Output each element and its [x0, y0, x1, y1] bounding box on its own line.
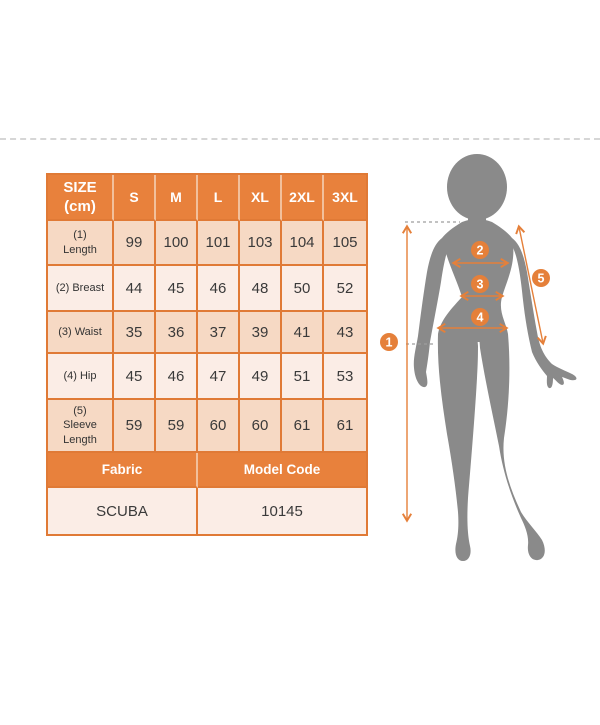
length-value-2xl: 104	[282, 221, 324, 266]
marker-3-badge: 3	[471, 275, 489, 293]
breast-value-m: 45	[156, 266, 198, 312]
measurement-figure: 1 2 3 4 5	[375, 140, 600, 575]
silhouette-right-arm	[512, 238, 577, 389]
silhouette-head	[447, 154, 507, 220]
waist-value-2xl: 41	[282, 312, 324, 354]
size-cm-header-cell: SIZE (cm)	[48, 175, 114, 221]
breast-value-3xl: 52	[324, 266, 366, 312]
sleeve-value-2xl: 61	[282, 400, 324, 453]
size-label-line1: SIZE	[63, 178, 97, 196]
silhouette-right-leg	[479, 334, 545, 561]
col-header-xl: XL	[240, 175, 282, 221]
sleeve-value-xl: 60	[240, 400, 282, 453]
row-label-waist: (3) Waist	[48, 312, 114, 354]
table-row-hip: (4) Hip 45 46 47 49 51 53	[48, 354, 366, 400]
model-code-header-cell: Model Code	[198, 453, 366, 488]
col-header-s: S	[114, 175, 156, 221]
sleeve-value-m: 59	[156, 400, 198, 453]
row-label-line: (2) Breast	[55, 281, 105, 294]
row-label-line: (1)	[73, 229, 87, 242]
silhouette-left-leg	[437, 334, 478, 561]
table-footer-value-row: SCUBA 10145	[48, 488, 366, 534]
row-label-length: (1) Length	[48, 221, 114, 266]
row-label-line: Length	[63, 243, 97, 256]
marker-3-number: 3	[477, 278, 484, 292]
size-label-line2: (cm)	[64, 198, 96, 215]
measurement-badges: 1 2 3 4 5	[380, 241, 550, 351]
table-row-sleeve-length: (5) Sleeve Length 59 59 60 60 61 61	[48, 400, 366, 453]
col-header-2xl: 2XL	[282, 175, 324, 221]
size-chart-table: SIZE (cm) S M L XL 2XL 3XL (1) Length 99…	[46, 173, 368, 536]
length-value-xl: 103	[240, 221, 282, 266]
row-label-hip: (4) Hip	[48, 354, 114, 400]
row-label-line: Length	[63, 433, 97, 446]
marker-5-badge: 5	[532, 269, 550, 287]
measurement-arrows	[401, 224, 547, 523]
sleeve-value-3xl: 61	[324, 400, 366, 453]
fabric-value-cell: SCUBA	[48, 488, 198, 534]
row-label-line: Sleeve	[63, 419, 97, 432]
table-header-row: SIZE (cm) S M L XL 2XL 3XL	[48, 175, 366, 221]
length-value-s: 99	[114, 221, 156, 266]
waist-value-l: 37	[198, 312, 240, 354]
hip-value-s: 45	[114, 354, 156, 400]
page-divider-dashed-line	[0, 138, 600, 140]
row-label-line: (5)	[73, 405, 87, 418]
marker-4-badge: 4	[471, 308, 489, 326]
row-label-breast: (2) Breast	[48, 266, 114, 312]
marker-1-badge: 1	[380, 333, 398, 351]
hip-value-2xl: 51	[282, 354, 324, 400]
measurement-figure-svg: 1 2 3 4 5	[380, 154, 577, 561]
length-value-l: 101	[198, 221, 240, 266]
woman-silhouette	[413, 154, 577, 561]
row-label-line: (4) Hip	[63, 369, 97, 382]
table-footer-header-row: Fabric Model Code	[48, 453, 366, 488]
waist-value-m: 36	[156, 312, 198, 354]
hip-value-3xl: 53	[324, 354, 366, 400]
marker-5-number: 5	[538, 272, 545, 286]
marker-1-number: 1	[386, 336, 393, 350]
length-value-m: 100	[156, 221, 198, 266]
model-code-value-cell: 10145	[198, 488, 366, 534]
sleeve-value-l: 60	[198, 400, 240, 453]
marker-4-number: 4	[477, 311, 484, 325]
breast-value-2xl: 50	[282, 266, 324, 312]
col-header-l: L	[198, 175, 240, 221]
row-label-line: (3) Waist	[58, 325, 102, 338]
breast-value-s: 44	[114, 266, 156, 312]
length-value-3xl: 105	[324, 221, 366, 266]
row-label-sleeve-length: (5) Sleeve Length	[48, 400, 114, 453]
fabric-header-cell: Fabric	[48, 453, 198, 488]
sleeve-arrow	[515, 224, 547, 346]
marker-2-badge: 2	[471, 241, 489, 259]
table-row-breast: (2) Breast 44 45 46 48 50 52	[48, 266, 366, 312]
col-header-3xl: 3XL	[324, 175, 366, 221]
table-row-length: (1) Length 99 100 101 103 104 105	[48, 221, 366, 266]
silhouette-left-arm	[413, 238, 450, 388]
col-header-m: M	[156, 175, 198, 221]
hip-value-xl: 49	[240, 354, 282, 400]
breast-value-xl: 48	[240, 266, 282, 312]
waist-value-3xl: 43	[324, 312, 366, 354]
waist-value-s: 35	[114, 312, 156, 354]
hip-value-l: 47	[198, 354, 240, 400]
hip-value-m: 46	[156, 354, 198, 400]
sleeve-value-s: 59	[114, 400, 156, 453]
table-row-waist: (3) Waist 35 36 37 39 41 43	[48, 312, 366, 354]
breast-value-l: 46	[198, 266, 240, 312]
waist-value-xl: 39	[240, 312, 282, 354]
dashed-guides	[405, 221, 460, 345]
marker-2-number: 2	[477, 244, 484, 258]
